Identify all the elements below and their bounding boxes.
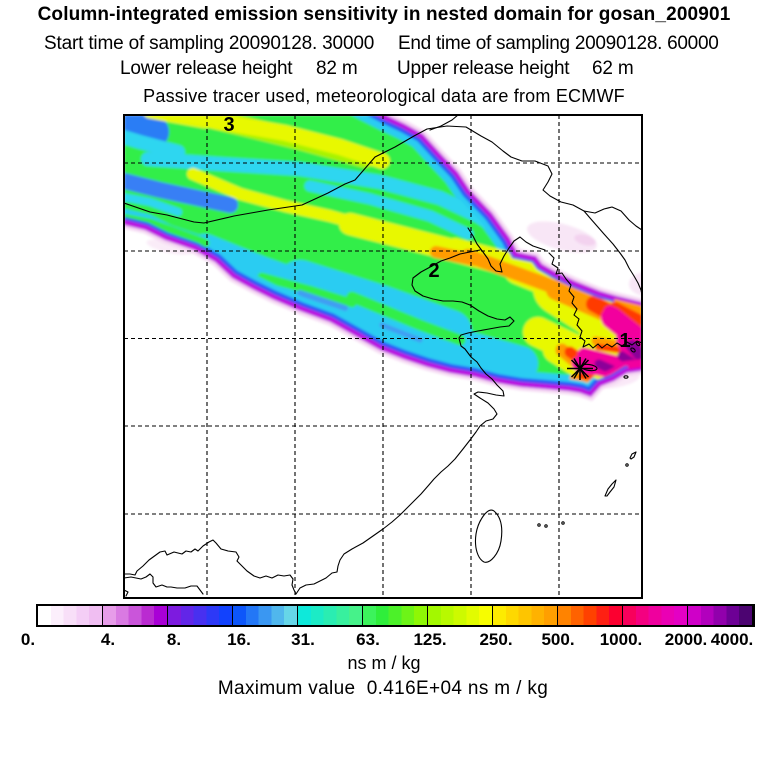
svg-text:1: 1 (619, 330, 630, 352)
svg-text:3: 3 (223, 114, 234, 136)
svg-text:2: 2 (428, 260, 439, 282)
